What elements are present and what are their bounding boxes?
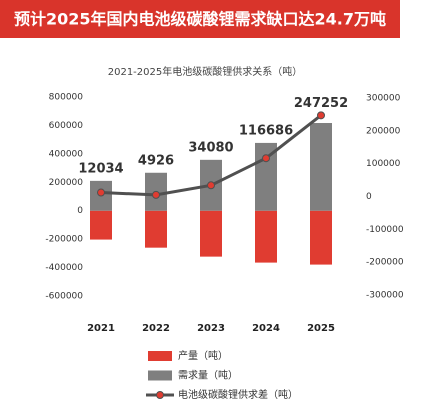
y2-tick-label: 200000 xyxy=(366,126,401,136)
bar xyxy=(200,210,222,257)
x-tick-label: 2023 xyxy=(197,323,225,334)
line-marker xyxy=(317,111,325,120)
legend-label: 需求量（吨） xyxy=(178,369,238,382)
data-label: 4926 xyxy=(138,153,174,168)
bar xyxy=(310,210,332,265)
line-marker xyxy=(262,154,270,163)
y-tick-label: -400000 xyxy=(45,263,83,273)
bar xyxy=(90,210,112,240)
chart-title: 预计2025年国内电池级碳酸锂需求缺口达24.7万吨 xyxy=(14,10,386,29)
y2-tick-label: -200000 xyxy=(366,258,404,268)
chart-subtitle: 2021-2025年电池级碳酸锂供求关系（吨） xyxy=(108,65,303,78)
y-tick-label: 200000 xyxy=(49,178,84,188)
line-marker xyxy=(152,190,160,199)
line-marker xyxy=(207,181,215,190)
x-tick-label: 2024 xyxy=(252,323,280,334)
y-tick-label: 600000 xyxy=(49,121,84,131)
y2-tick-label: 0 xyxy=(366,192,372,202)
x-tick-label: 2021 xyxy=(87,323,115,334)
legend-marker xyxy=(156,391,164,399)
line-marker xyxy=(97,188,105,197)
data-label: 116686 xyxy=(239,123,293,138)
data-label: 34080 xyxy=(188,140,233,155)
y2-tick-label: 300000 xyxy=(366,94,401,104)
y-tick-label: -600000 xyxy=(45,292,83,302)
y2-tick-label: 100000 xyxy=(366,159,401,169)
legend-label: 电池级碳酸锂供求差（吨） xyxy=(178,388,298,401)
bar xyxy=(255,210,277,263)
y2-tick-label: -100000 xyxy=(366,225,404,235)
bar xyxy=(145,210,167,248)
data-label: 247252 xyxy=(294,96,348,111)
x-tick-label: 2022 xyxy=(142,323,170,334)
y2-tick-label: -300000 xyxy=(366,291,404,301)
bar xyxy=(310,123,332,211)
y-tick-label: -200000 xyxy=(45,235,83,245)
data-label: 12034 xyxy=(78,161,123,176)
legend-swatch xyxy=(148,351,172,361)
legend-label: 产量（吨） xyxy=(178,349,228,362)
title-banner xyxy=(0,0,400,38)
legend-swatch xyxy=(148,370,172,381)
y-tick-label: 800000 xyxy=(49,93,84,103)
y-tick-label: 0 xyxy=(77,206,83,216)
y-tick-label: 400000 xyxy=(49,149,84,159)
x-tick-label: 2025 xyxy=(307,323,335,334)
